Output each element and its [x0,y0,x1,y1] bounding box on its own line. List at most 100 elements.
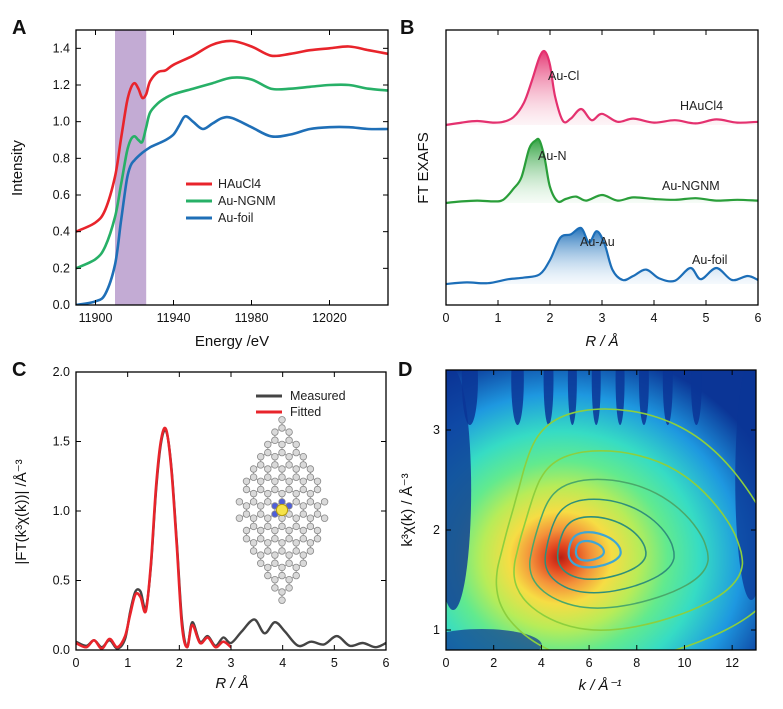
carbon-atom [271,526,279,535]
gold-atom [275,503,289,517]
heatmap-field [446,370,756,650]
low-amplitude-lobe [567,370,577,425]
carbon-atom [235,514,244,522]
contour-line [529,478,709,609]
series-au-foil [445,226,759,286]
panel-c-xtick-label: 1 [124,656,131,670]
panel-a-frame [75,29,389,306]
panel-a-ytick-label: 0.6 [53,188,70,202]
panel-d-ytick-label: 3 [433,423,440,437]
carbon-atom [256,502,265,510]
carbon-atom [264,563,272,572]
carbon-atom [278,588,286,596]
panel-c-xtick-label: 0 [73,656,80,670]
legend-label-measured: Measured [290,389,346,403]
panel-b-xtick-label: 2 [547,311,554,325]
low-amplitude-region [446,370,472,610]
carbon-atom [271,477,279,485]
legend-label-au-foil: Au-foil [218,211,253,225]
carbon-atom [256,559,265,567]
carbon-atom [242,477,251,485]
carbon-atom [299,510,308,518]
carbon-atom [249,522,258,531]
carbon-atom [285,461,293,469]
panel-a-ytick-label: 0.2 [53,261,70,275]
carbon-atom [271,559,279,567]
carbon-atom [278,547,286,555]
carbon-atom [292,522,300,531]
panel-c-xtick-label: 5 [331,656,338,670]
panel-c-ytick-label: 0.0 [53,643,70,657]
carbon-atom [256,461,265,469]
carbon-atom [278,539,286,547]
carbon-atom [285,428,293,436]
carbon-atom [256,551,265,559]
carbon-atom [264,489,272,498]
panel-letter-b: B [400,17,414,39]
panel-a-xanes: 11900 11940 11980 12020 0.0 0.2 0.4 0.6 0.8 1.0 1.… [9,29,389,350]
low-amplitude-region [735,370,756,600]
panel-d-xtick-label: 12 [725,656,739,670]
carbon-atom [299,461,308,469]
carbon-atom [292,514,300,522]
carbon-atom [292,498,300,506]
panel-a-xlabel: Energy /eV [195,333,269,350]
carbon-atom [299,502,308,510]
carbon-atom [306,465,315,473]
carbon-atom [306,522,315,531]
carbon-atom [278,424,286,432]
carbon-atom [306,498,315,506]
carbon-atom [313,526,322,535]
panel-b-xtick-label: 3 [599,311,606,325]
carbon-atom [249,489,258,498]
carbon-atom [242,485,251,494]
carbon-atom [292,563,300,572]
panel-letter-c: C [12,359,26,381]
low-amplitude-lobe [543,370,554,425]
carbon-atom [278,563,286,572]
panel-d-ytick-label: 2 [433,523,440,537]
panel-d-xlabel: k / Å⁻¹ [579,677,622,694]
carbon-atom [292,489,300,498]
carbon-atom [264,498,272,506]
panel-a-ytick-label: 0.8 [53,151,70,165]
carbon-atom [249,498,258,506]
panel-c-ylabel: |FT(k³χ(k))| /Å⁻³ [13,459,30,564]
legend-label-fitted: Fitted [290,405,321,419]
carbon-atom [285,584,293,592]
carbon-atom [313,535,322,543]
panel-d-xtick-label: 10 [678,656,692,670]
carbon-atom [285,551,293,559]
carbon-atom [285,535,293,543]
carbon-atom [299,485,308,494]
panel-b-exafs: 0 1 2 3 4 5 6 FT EXAFS R / Å Au-Cl HAuCl4 Au-N… [415,29,762,350]
low-amplitude-lobe [511,370,524,425]
carbon-atom [249,539,258,547]
panel-c-ytick-label: 0.5 [53,574,70,588]
carbon-atom [264,522,272,531]
panel-a-ytick-label: 1.2 [53,78,70,92]
panel-d-ytick-label: 1 [433,623,440,637]
panel-d-xtick-label: 4 [538,656,545,670]
panel-a-legend: HAuCl4 Au-NGNM Au-foil [186,177,276,225]
area-haucl4 [446,51,758,125]
panel-d-xtick-label: 6 [586,656,593,670]
panel-c-xtick-label: 2 [176,656,183,670]
carbon-atom [271,428,279,436]
contour-line [574,539,606,562]
carbon-atom [292,473,300,481]
carbon-atom [313,502,322,510]
panel-c-ytick-label: 1.0 [53,504,70,518]
carbon-atom [299,453,308,461]
carbon-atom [235,498,244,506]
carbon-atom [313,510,322,518]
carbon-atom [264,571,272,580]
panel-b-xtick-label: 0 [443,311,450,325]
annotation-au-foil: Au-foil [692,253,727,267]
contour-line [544,498,675,594]
annotation-haucl4: HAuCl4 [680,99,723,113]
series-fitted [76,426,232,650]
carbon-atom [320,514,329,522]
carbon-atom [285,436,293,444]
